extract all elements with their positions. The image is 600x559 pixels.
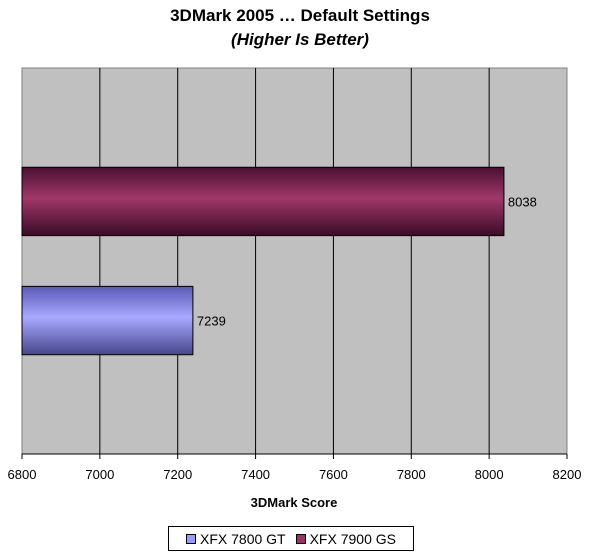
bars: 7239 8038 [21, 166, 537, 356]
legend-label-series-0: XFX 7800 GT [200, 530, 286, 547]
bar-series-1 [21, 166, 505, 237]
x-tick-label: 7000 [85, 467, 114, 482]
x-axis-label: 3DMark Score [251, 495, 338, 510]
x-tick-label: 8000 [475, 467, 504, 482]
bar-value-label-0: 7239 [197, 314, 226, 329]
chart-subtitle: (Higher Is Better) [231, 30, 369, 49]
legend: XFX 7800 GT XFX 7900 GS [168, 526, 414, 551]
bar-value-label-1: 8038 [508, 194, 537, 209]
x-tick-label: 7200 [163, 467, 192, 482]
legend-entry-series-0: XFX 7800 GT [186, 531, 286, 547]
chart-title: 3DMark 2005 … Default Settings [170, 6, 430, 25]
legend-label-series-1: XFX 7900 GS [309, 530, 396, 547]
legend-swatch-series-1 [295, 533, 306, 544]
bar-chart: 7239 8038 6800 7000 7200 7400 7600 7800 8000 820… [8, 67, 582, 510]
grid-lines [99, 68, 490, 454]
legend-entry-series-1: XFX 7900 GS [295, 530, 396, 547]
x-tick-label: 7800 [397, 467, 426, 482]
plot-area [21, 67, 568, 455]
bar-series-0 [21, 285, 194, 356]
x-tick-label: 7400 [241, 467, 270, 482]
x-tick-label: 6800 [8, 467, 37, 482]
x-tick-label: 7600 [319, 467, 348, 482]
legend-swatch-series-0 [186, 533, 196, 544]
x-tick-label: 8200 [553, 467, 582, 482]
x-axis-ticks: 6800 7000 7200 7400 7600 7800 8000 8200 [8, 453, 582, 482]
